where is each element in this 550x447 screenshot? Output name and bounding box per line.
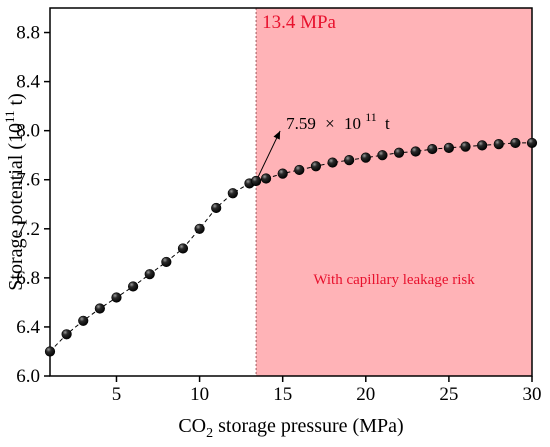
data-point xyxy=(44,346,56,357)
x-axis-title: CO2 storage pressure (MPa) xyxy=(178,415,403,441)
data-point xyxy=(360,152,371,163)
annotation-base: 10 xyxy=(344,114,361,133)
data-point xyxy=(526,137,538,149)
x-tick-label: 15 xyxy=(273,384,292,405)
annotation-unit: t xyxy=(385,114,390,133)
data-point xyxy=(111,292,122,303)
data-point xyxy=(410,146,421,157)
x-axis-title-part: storage pressure (MPa) xyxy=(213,415,404,437)
y-axis-title: Storage potential (1011 t) xyxy=(2,93,27,290)
data-point xyxy=(227,188,238,199)
x-tick-label: 10 xyxy=(190,384,209,405)
data-point xyxy=(128,281,139,292)
y-tick-label: 6.0 xyxy=(16,366,40,387)
data-point xyxy=(78,315,89,326)
y-tick-label: 7.6 xyxy=(16,170,40,191)
data-point xyxy=(510,137,521,149)
y-tick-label: 8.4 xyxy=(16,72,40,93)
x-axis: 5 10 15 20 25 30 xyxy=(112,376,542,405)
x-axis-title-subscript: 2 xyxy=(206,426,213,441)
data-point xyxy=(61,329,72,340)
data-point xyxy=(427,143,438,155)
y-axis-title-superscript: 11 xyxy=(2,110,17,123)
x-tick-label: 20 xyxy=(356,384,375,405)
data-point xyxy=(177,243,189,254)
x-tick-label: 25 xyxy=(439,384,458,405)
capillary-leakage-risk-region xyxy=(256,8,532,376)
threshold-label: 13.4 MPa xyxy=(262,12,336,33)
data-point xyxy=(194,223,205,234)
y-axis-title-part: Storage potential (10 xyxy=(5,123,27,291)
y-axis: 6.0 6.4 6.8 7.2 7.6 8.0 8.4 8.8 xyxy=(16,23,50,387)
data-point xyxy=(161,256,172,268)
data-point xyxy=(327,157,338,168)
data-point xyxy=(477,140,488,151)
y-tick-label: 7.2 xyxy=(16,219,40,240)
x-tick-label: 30 xyxy=(523,384,542,405)
series-points xyxy=(44,137,538,357)
annotation-exponent: 11 xyxy=(365,110,377,124)
risk-region-label: With capillary leakage risk xyxy=(313,272,475,288)
x-axis-title-part: CO xyxy=(178,415,206,437)
data-point xyxy=(294,164,305,176)
y-tick-label: 6.4 xyxy=(16,317,40,338)
data-point xyxy=(277,168,288,179)
annotation-arrow-head xyxy=(273,130,281,140)
data-point xyxy=(493,139,504,150)
y-tick-label: 6.8 xyxy=(16,268,40,289)
annotation-mantissa: 7.59 xyxy=(286,114,316,133)
annotation-times-sign: × xyxy=(325,114,335,133)
data-point xyxy=(144,269,155,280)
plot-frame xyxy=(49,7,533,377)
data-point xyxy=(310,161,322,172)
x-tick-label: 5 xyxy=(112,384,122,405)
data-point xyxy=(393,147,405,158)
data-point xyxy=(344,155,355,166)
y-axis-title-part: t) xyxy=(5,93,27,110)
data-point xyxy=(460,141,471,152)
y-tick-label: 8.0 xyxy=(16,121,40,142)
data-point xyxy=(211,202,222,214)
annotation-arrow xyxy=(257,130,281,178)
data-point xyxy=(377,150,388,161)
data-point xyxy=(94,303,105,314)
data-point xyxy=(443,142,454,153)
y-tick-label: 8.8 xyxy=(16,23,40,44)
data-point xyxy=(260,173,272,184)
annotation-label: 7.59 × 10 11 t xyxy=(286,106,390,133)
data-point xyxy=(250,175,262,187)
annotation: 7.59 × 10 11 t xyxy=(257,106,390,178)
